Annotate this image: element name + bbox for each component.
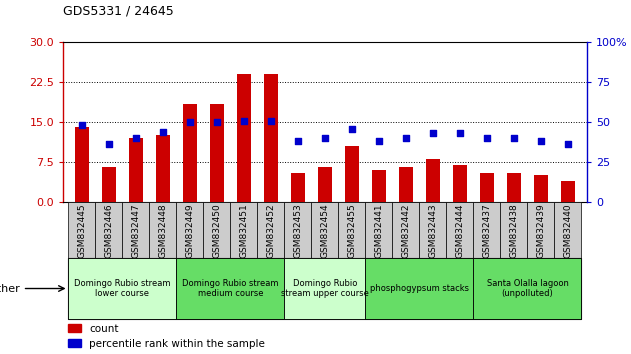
Text: GSM832451: GSM832451 [240, 204, 249, 258]
Bar [312, 202, 338, 258]
Text: Santa Olalla lagoon
(unpolluted): Santa Olalla lagoon (unpolluted) [487, 279, 569, 298]
Text: GSM832437: GSM832437 [483, 204, 492, 258]
Bar [365, 258, 473, 319]
Text: GSM832449: GSM832449 [186, 204, 194, 258]
Bar [447, 202, 473, 258]
Bar [285, 202, 312, 258]
Bar [560, 181, 575, 202]
Text: GSM832455: GSM832455 [348, 204, 357, 258]
Bar [203, 202, 230, 258]
Text: Domingo Rubio
stream upper course: Domingo Rubio stream upper course [281, 279, 369, 298]
Text: GSM832450: GSM832450 [213, 204, 221, 258]
Point [563, 142, 573, 147]
Point [455, 131, 465, 136]
Bar [257, 202, 285, 258]
Bar [102, 167, 116, 202]
Text: phosphogypsum stacks: phosphogypsum stacks [370, 284, 469, 293]
Text: GSM832442: GSM832442 [401, 204, 410, 258]
Bar [95, 202, 122, 258]
Bar [285, 258, 365, 319]
Text: GSM832445: GSM832445 [78, 204, 86, 258]
Point [212, 119, 222, 125]
Bar [122, 202, 150, 258]
Point [428, 131, 438, 136]
Bar [129, 138, 143, 202]
Bar [230, 202, 257, 258]
Text: GSM832448: GSM832448 [158, 204, 167, 258]
Bar [264, 74, 278, 202]
Point [374, 138, 384, 144]
Bar [392, 202, 420, 258]
Bar [150, 202, 177, 258]
Text: Domingo Rubio stream
medium course: Domingo Rubio stream medium course [182, 279, 279, 298]
Bar [69, 202, 95, 258]
Point [104, 142, 114, 147]
Bar [528, 202, 555, 258]
Bar [399, 167, 413, 202]
Bar [473, 202, 500, 258]
Text: GSM832452: GSM832452 [266, 204, 276, 258]
Bar [480, 172, 494, 202]
Bar [507, 172, 521, 202]
Text: GSM832438: GSM832438 [509, 204, 519, 258]
Bar [74, 127, 90, 202]
Text: GSM832453: GSM832453 [293, 204, 302, 258]
Bar [317, 167, 333, 202]
Text: GSM832441: GSM832441 [374, 204, 384, 258]
Point [266, 118, 276, 124]
Text: Domingo Rubio stream
lower course: Domingo Rubio stream lower course [74, 279, 171, 298]
Bar [420, 202, 447, 258]
Text: GSM832446: GSM832446 [105, 204, 114, 258]
Bar [372, 170, 386, 202]
Bar [425, 159, 440, 202]
Text: GSM832444: GSM832444 [456, 204, 464, 258]
Bar [177, 258, 285, 319]
Text: GDS5331 / 24645: GDS5331 / 24645 [63, 5, 174, 18]
Bar [555, 202, 581, 258]
Bar [473, 258, 581, 319]
Text: GSM832439: GSM832439 [536, 204, 545, 258]
Bar [182, 104, 198, 202]
Text: GSM832440: GSM832440 [563, 204, 572, 258]
Point [77, 122, 87, 128]
Point [293, 138, 303, 144]
Bar [209, 104, 225, 202]
Point [185, 119, 195, 125]
Point [509, 135, 519, 141]
Bar [69, 258, 177, 319]
Point [131, 135, 141, 141]
Point [239, 118, 249, 124]
Point [536, 138, 546, 144]
Point [320, 135, 330, 141]
Bar [237, 74, 251, 202]
Bar [290, 172, 305, 202]
Text: other: other [0, 284, 20, 293]
Point [158, 129, 168, 135]
Text: GSM832454: GSM832454 [321, 204, 329, 258]
Point [347, 126, 357, 131]
Bar [534, 175, 548, 202]
Bar [452, 165, 468, 202]
Point [401, 135, 411, 141]
Bar [365, 202, 392, 258]
Bar [177, 202, 203, 258]
Bar [500, 202, 528, 258]
Bar [345, 146, 360, 202]
Legend: count, percentile rank within the sample: count, percentile rank within the sample [68, 324, 265, 349]
Point [482, 135, 492, 141]
Text: GSM832443: GSM832443 [428, 204, 437, 258]
Bar [338, 202, 365, 258]
Text: GSM832447: GSM832447 [131, 204, 141, 258]
Bar [156, 135, 170, 202]
